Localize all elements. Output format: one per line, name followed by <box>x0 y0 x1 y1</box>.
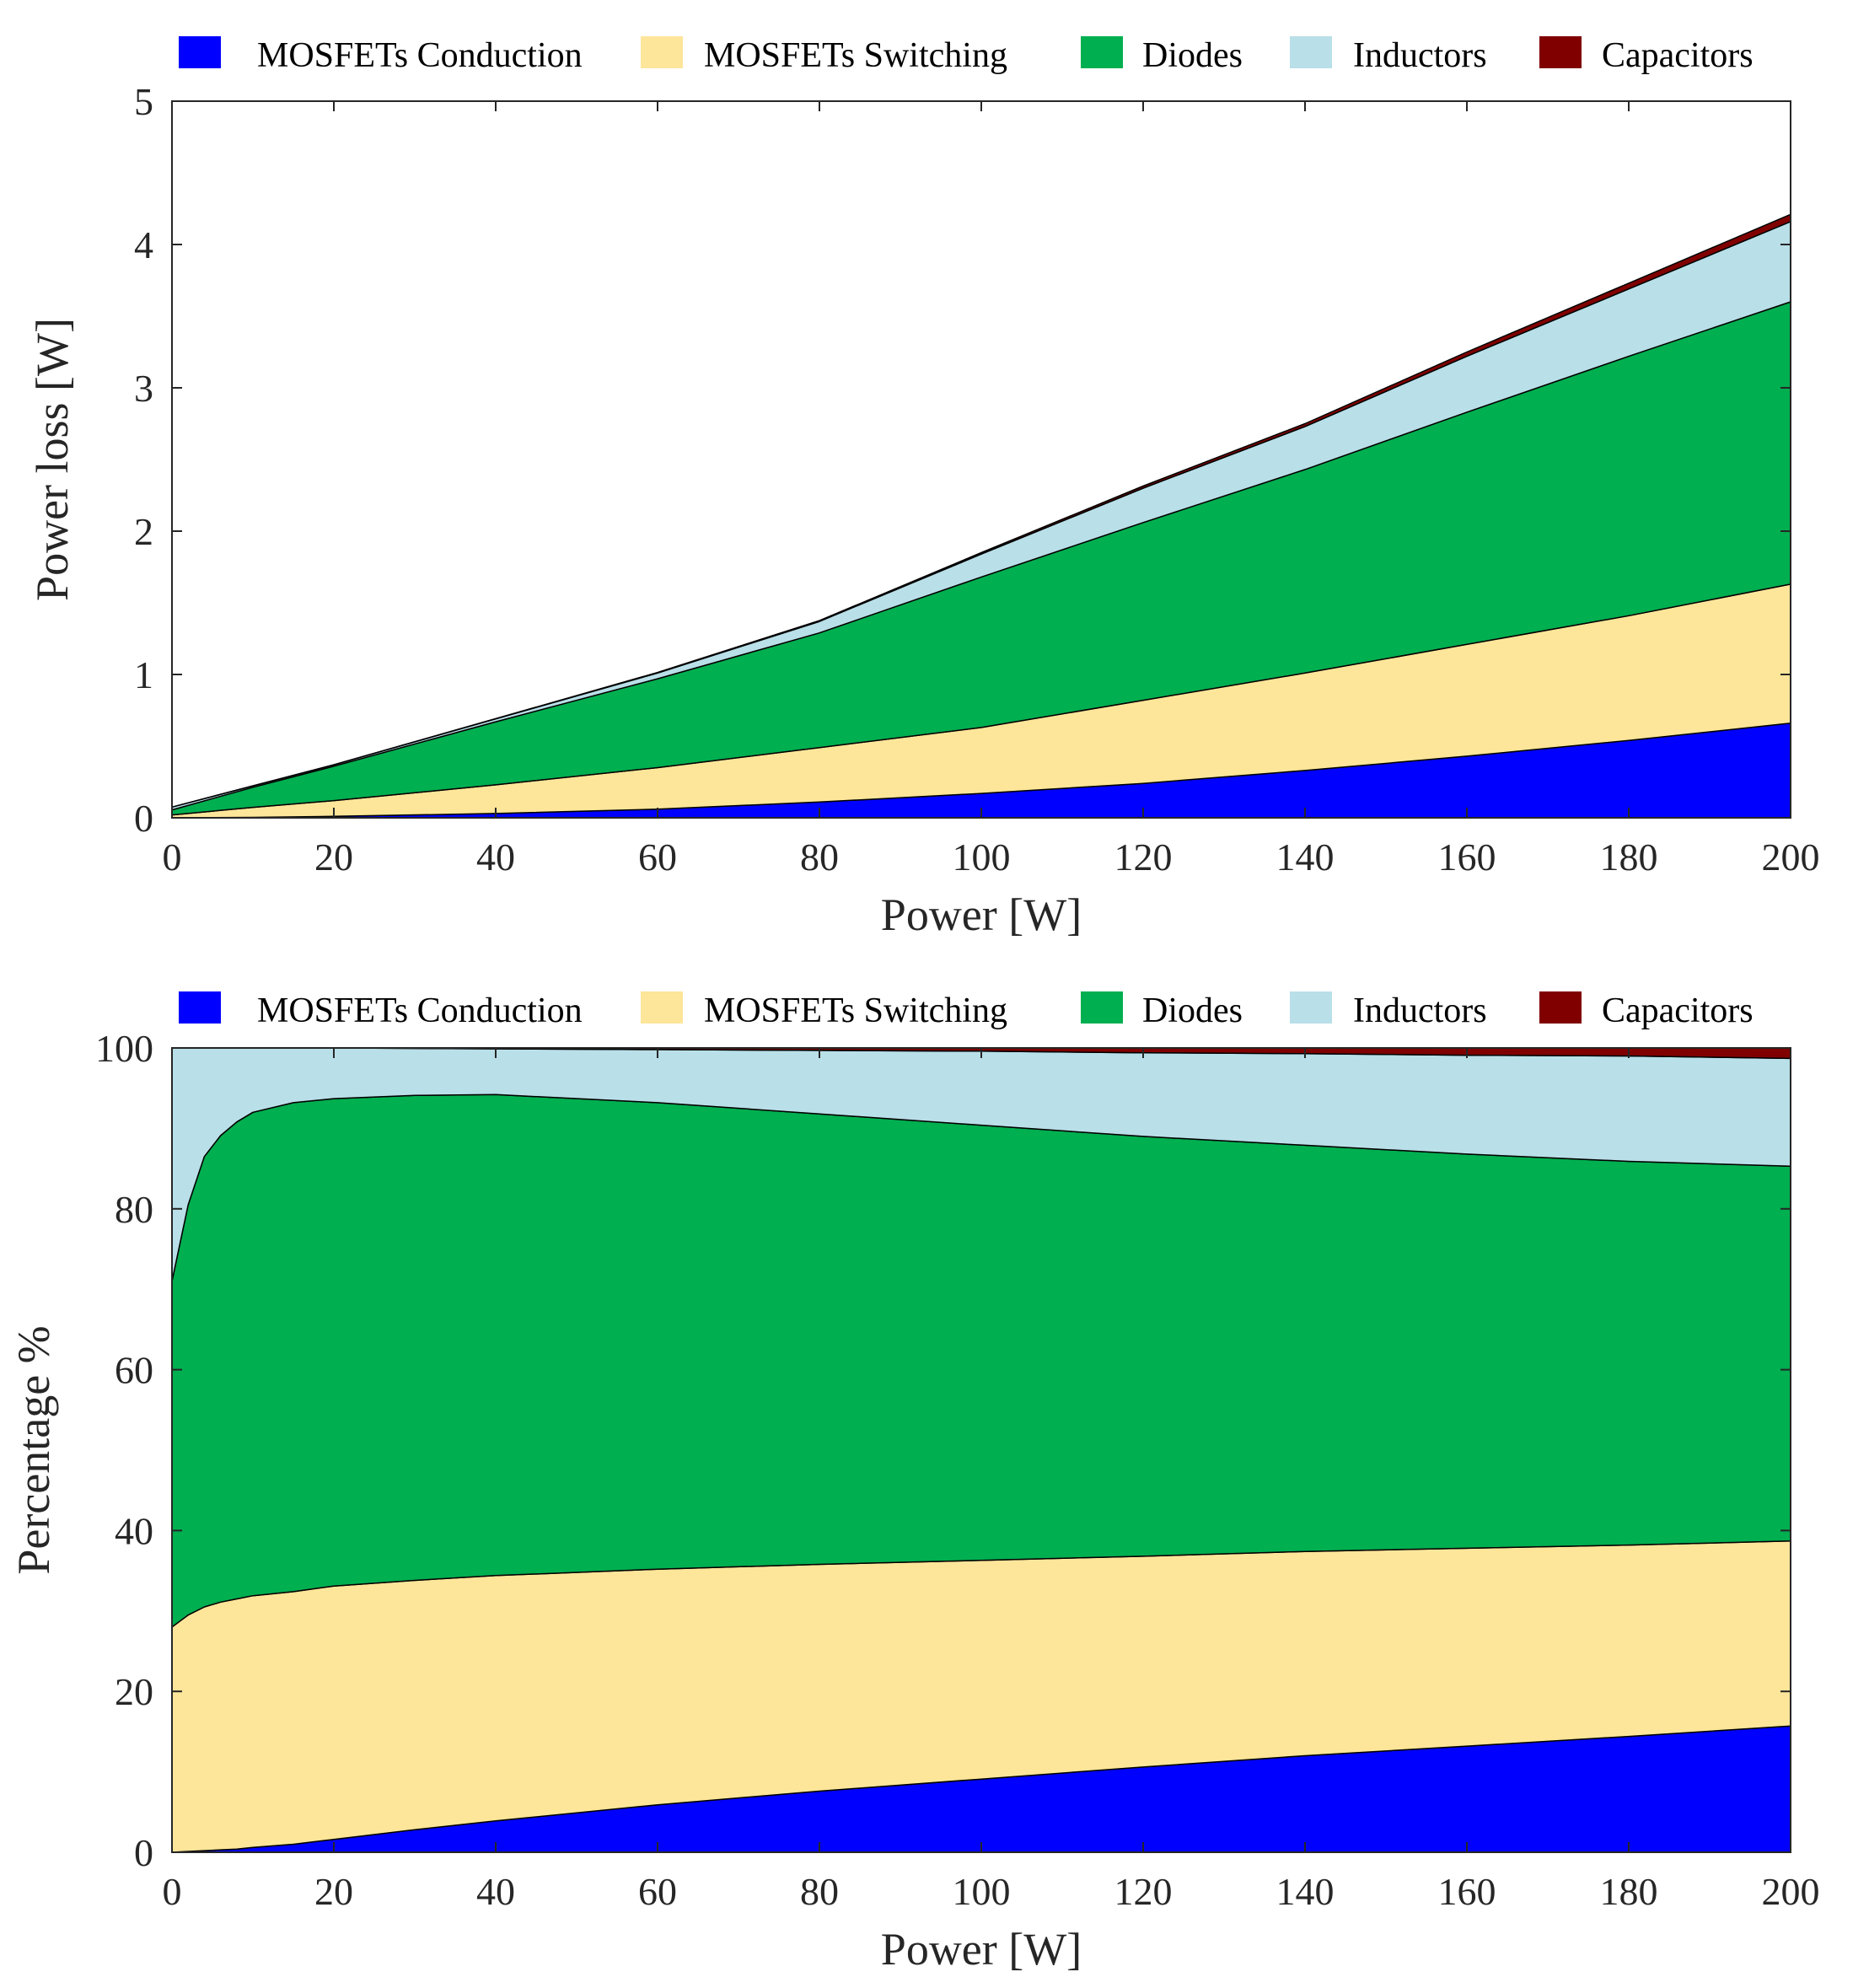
stacked-areas <box>171 1047 1791 1853</box>
y-tick-label: 5 <box>134 80 153 123</box>
x-tick-label: 120 <box>1114 835 1173 878</box>
legend-swatch-mosfets-switching <box>641 36 683 68</box>
chart-power-loss: 0 20 40 60 80 100 120 140 160 180 200 0 1 2 3 4 5 Power [… <box>27 36 1820 940</box>
y-axis-label: Percentage % <box>8 1325 59 1574</box>
y-tick-label: 40 <box>115 1509 153 1552</box>
x-tick-label: 0 <box>163 835 182 878</box>
x-tick-label: 80 <box>800 835 839 878</box>
x-tick-label: 60 <box>638 1870 677 1913</box>
legend-label-mosfets-switching: MOSFETs Switching <box>704 36 1007 75</box>
y-tick-label: 4 <box>134 223 153 266</box>
x-tick-label: 100 <box>953 835 1011 878</box>
x-axis-label: Power [W] <box>881 889 1082 940</box>
x-tick-label: 160 <box>1438 1870 1496 1913</box>
x-tick-label: 180 <box>1600 1870 1658 1913</box>
legend-label-diodes: Diodes <box>1142 991 1243 1030</box>
x-tick-label: 80 <box>800 1870 839 1913</box>
y-axis-label: Power loss [W] <box>27 318 78 601</box>
x-tick-label: 40 <box>476 1870 515 1913</box>
legend-label-capacitors: Capacitors <box>1602 36 1754 75</box>
legend-label-mosfets-conduction: MOSFETs Conduction <box>257 991 583 1030</box>
y-tick-label: 0 <box>134 1831 153 1874</box>
x-tick-label: 40 <box>476 835 515 878</box>
legend: MOSFETs Conduction MOSFETs Switching Diode… <box>179 36 1754 75</box>
y-tick-label: 20 <box>115 1670 153 1713</box>
legend-swatch-mosfets-switching <box>641 991 683 1024</box>
x-axis-label: Power [W] <box>881 1924 1082 1975</box>
legend-swatch-mosfets-conduction <box>179 991 221 1024</box>
legend-swatch-mosfets-conduction <box>179 36 221 68</box>
y-tick-label: 1 <box>134 653 153 696</box>
legend-label-capacitors: Capacitors <box>1602 991 1754 1030</box>
x-tick-label: 120 <box>1114 1870 1173 1913</box>
x-tick-label: 100 <box>953 1870 1011 1913</box>
y-tick-label: 2 <box>134 510 153 553</box>
legend-swatch-capacitors <box>1539 991 1582 1024</box>
legend-label-inductors: Inductors <box>1353 36 1487 75</box>
legend-swatch-capacitors <box>1539 36 1582 68</box>
x-tick-label: 20 <box>314 835 353 878</box>
x-tick-label: 200 <box>1762 1870 1820 1913</box>
legend-label-inductors: Inductors <box>1353 991 1487 1030</box>
legend-swatch-inductors <box>1290 991 1332 1024</box>
y-tick-label: 100 <box>95 1027 153 1070</box>
legend-label-diodes: Diodes <box>1142 36 1243 75</box>
x-tick-label: 140 <box>1276 835 1335 878</box>
chart-percentage: 0 20 40 60 80 100 120 140 160 180 200 0 20 40 60 80 100 P… <box>8 991 1820 1975</box>
y-tick-label: 80 <box>115 1188 153 1231</box>
x-tick-label: 180 <box>1600 835 1658 878</box>
legend-swatch-diodes <box>1081 36 1123 68</box>
stacked-areas <box>171 213 1791 819</box>
x-tick-label: 140 <box>1276 1870 1335 1913</box>
x-tick-label: 0 <box>163 1870 182 1913</box>
legend-swatch-inductors <box>1290 36 1332 68</box>
legend-swatch-diodes <box>1081 991 1123 1024</box>
x-tick-label: 20 <box>314 1870 353 1913</box>
y-tick-label: 3 <box>134 367 153 410</box>
x-tick-label: 200 <box>1762 835 1820 878</box>
legend-label-mosfets-switching: MOSFETs Switching <box>704 991 1007 1030</box>
x-tick-label: 60 <box>638 835 677 878</box>
area-diodes <box>171 1093 1791 1628</box>
y-tick-label: 0 <box>134 797 153 840</box>
legend: MOSFETs Conduction MOSFETs Switching Diode… <box>179 991 1754 1030</box>
legend-label-mosfets-conduction: MOSFETs Conduction <box>257 36 583 75</box>
y-tick-label: 60 <box>115 1349 153 1392</box>
x-tick-label: 160 <box>1438 835 1496 878</box>
